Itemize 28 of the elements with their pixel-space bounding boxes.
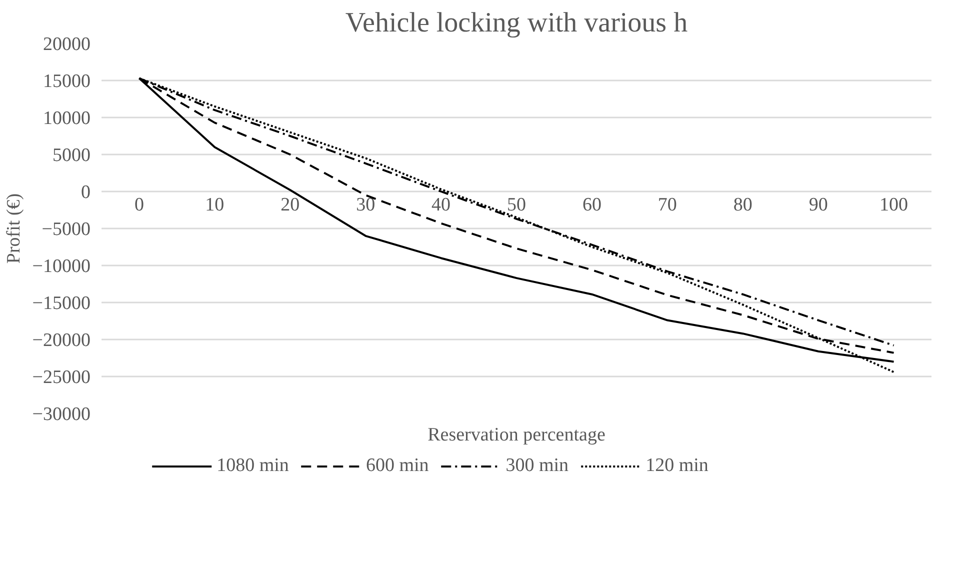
x-tick-label: 70 <box>658 194 677 216</box>
x-axis-title: Reservation percentage <box>428 424 606 446</box>
x-tick-label: 100 <box>880 194 908 216</box>
legend-label: 300 min <box>506 455 569 477</box>
y-tick-label: 20000 <box>43 34 90 55</box>
x-tick-label: 40 <box>432 194 451 216</box>
y-tick-label: −20000 <box>32 330 91 351</box>
y-tick-label: 15000 <box>43 71 90 92</box>
y-tick-label: −10000 <box>32 256 91 277</box>
y-tick-label: −30000 <box>32 404 91 425</box>
legend-label: 1080 min <box>216 455 289 477</box>
x-tick-label: 80 <box>733 194 752 216</box>
legend-label: 120 min <box>646 455 708 477</box>
y-tick-label: −25000 <box>32 367 91 388</box>
y-axis-title: Profit (€) <box>3 193 24 264</box>
x-tick-label: 10 <box>205 194 224 216</box>
x-tick-label: 30 <box>356 194 376 216</box>
x-tick-label: 60 <box>582 194 602 216</box>
x-tick-label: 50 <box>507 194 526 216</box>
chart-title: Vehicle locking with various h <box>345 8 688 38</box>
x-tick-label: 0 <box>134 194 144 216</box>
y-tick-label: −15000 <box>32 293 91 314</box>
y-tick-label: −5000 <box>42 219 91 240</box>
y-tick-label: 5000 <box>52 145 90 166</box>
legend-label: 600 min <box>366 455 429 477</box>
y-tick-label: 10000 <box>43 108 90 129</box>
x-tick-label: 20 <box>280 194 300 216</box>
x-tick-label: 90 <box>808 194 828 216</box>
